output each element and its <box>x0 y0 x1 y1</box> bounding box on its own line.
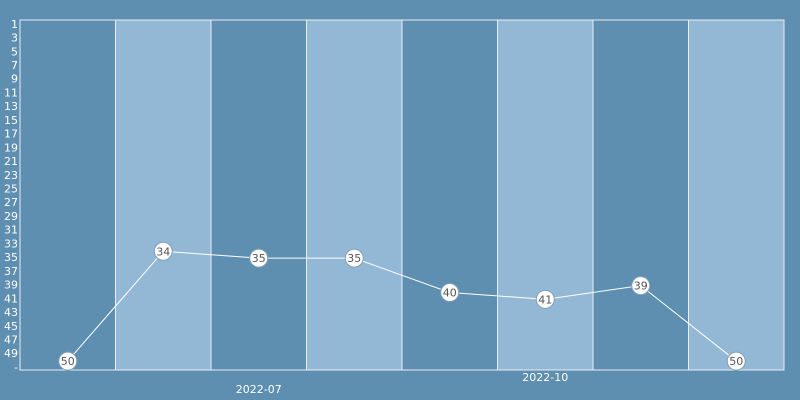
y-tick-label: 25 <box>4 183 18 196</box>
line <box>67 250 737 362</box>
y-tick-label: 1 <box>11 18 18 31</box>
point <box>726 351 746 371</box>
band <box>592 19 689 371</box>
band <box>688 19 785 371</box>
y-tick-label: 33 <box>4 237 18 250</box>
data-label: 35 <box>347 252 361 265</box>
point <box>535 289 555 309</box>
point <box>153 241 173 261</box>
y-tick-label: 43 <box>4 306 18 319</box>
y-tick-label: 15 <box>4 114 18 127</box>
y-tick-label: 29 <box>4 210 18 223</box>
band <box>401 19 498 371</box>
data-label: 41 <box>538 293 552 306</box>
y-tick-label: 31 <box>4 224 18 237</box>
y-tick-label: 39 <box>4 279 18 292</box>
band <box>19 19 116 371</box>
y-tick-label: 49 <box>4 347 18 360</box>
y-tick-label: 27 <box>4 196 18 209</box>
data-label: 35 <box>252 252 266 265</box>
x-tick-label: 2022-07 <box>236 383 282 396</box>
point <box>58 351 78 371</box>
y-tick-label: 7 <box>11 59 18 72</box>
y-tick-label: 47 <box>4 333 18 346</box>
data-label: 39 <box>634 280 648 293</box>
y-tick-label: 41 <box>4 292 18 305</box>
point <box>631 276 651 296</box>
data-label: 50 <box>61 355 75 368</box>
y-tick-label: - <box>14 361 18 374</box>
band <box>210 19 307 371</box>
point <box>440 282 460 302</box>
y-tick-label: 37 <box>4 265 18 278</box>
data-label: 50 <box>729 355 743 368</box>
y-tick-label: 45 <box>4 320 18 333</box>
y-tick-label: 11 <box>4 86 18 99</box>
point <box>344 248 364 268</box>
y-tick-label: 3 <box>11 32 18 45</box>
y-tick-label: 19 <box>4 141 18 154</box>
y-tick-label: 9 <box>11 73 18 86</box>
data-label: 40 <box>443 286 457 299</box>
y-tick-label: 23 <box>4 169 18 182</box>
band <box>115 19 212 371</box>
y-tick-label: 5 <box>11 45 18 58</box>
data-label: 34 <box>156 245 170 258</box>
point <box>249 248 269 268</box>
y-tick-label: 17 <box>4 128 18 141</box>
band <box>306 19 403 371</box>
y-tick-label: 13 <box>4 100 18 113</box>
x-tick-label: 2022-10 <box>522 371 568 384</box>
y-tick-label: 21 <box>4 155 18 168</box>
y-tick-label: 35 <box>4 251 18 264</box>
band <box>497 19 594 371</box>
